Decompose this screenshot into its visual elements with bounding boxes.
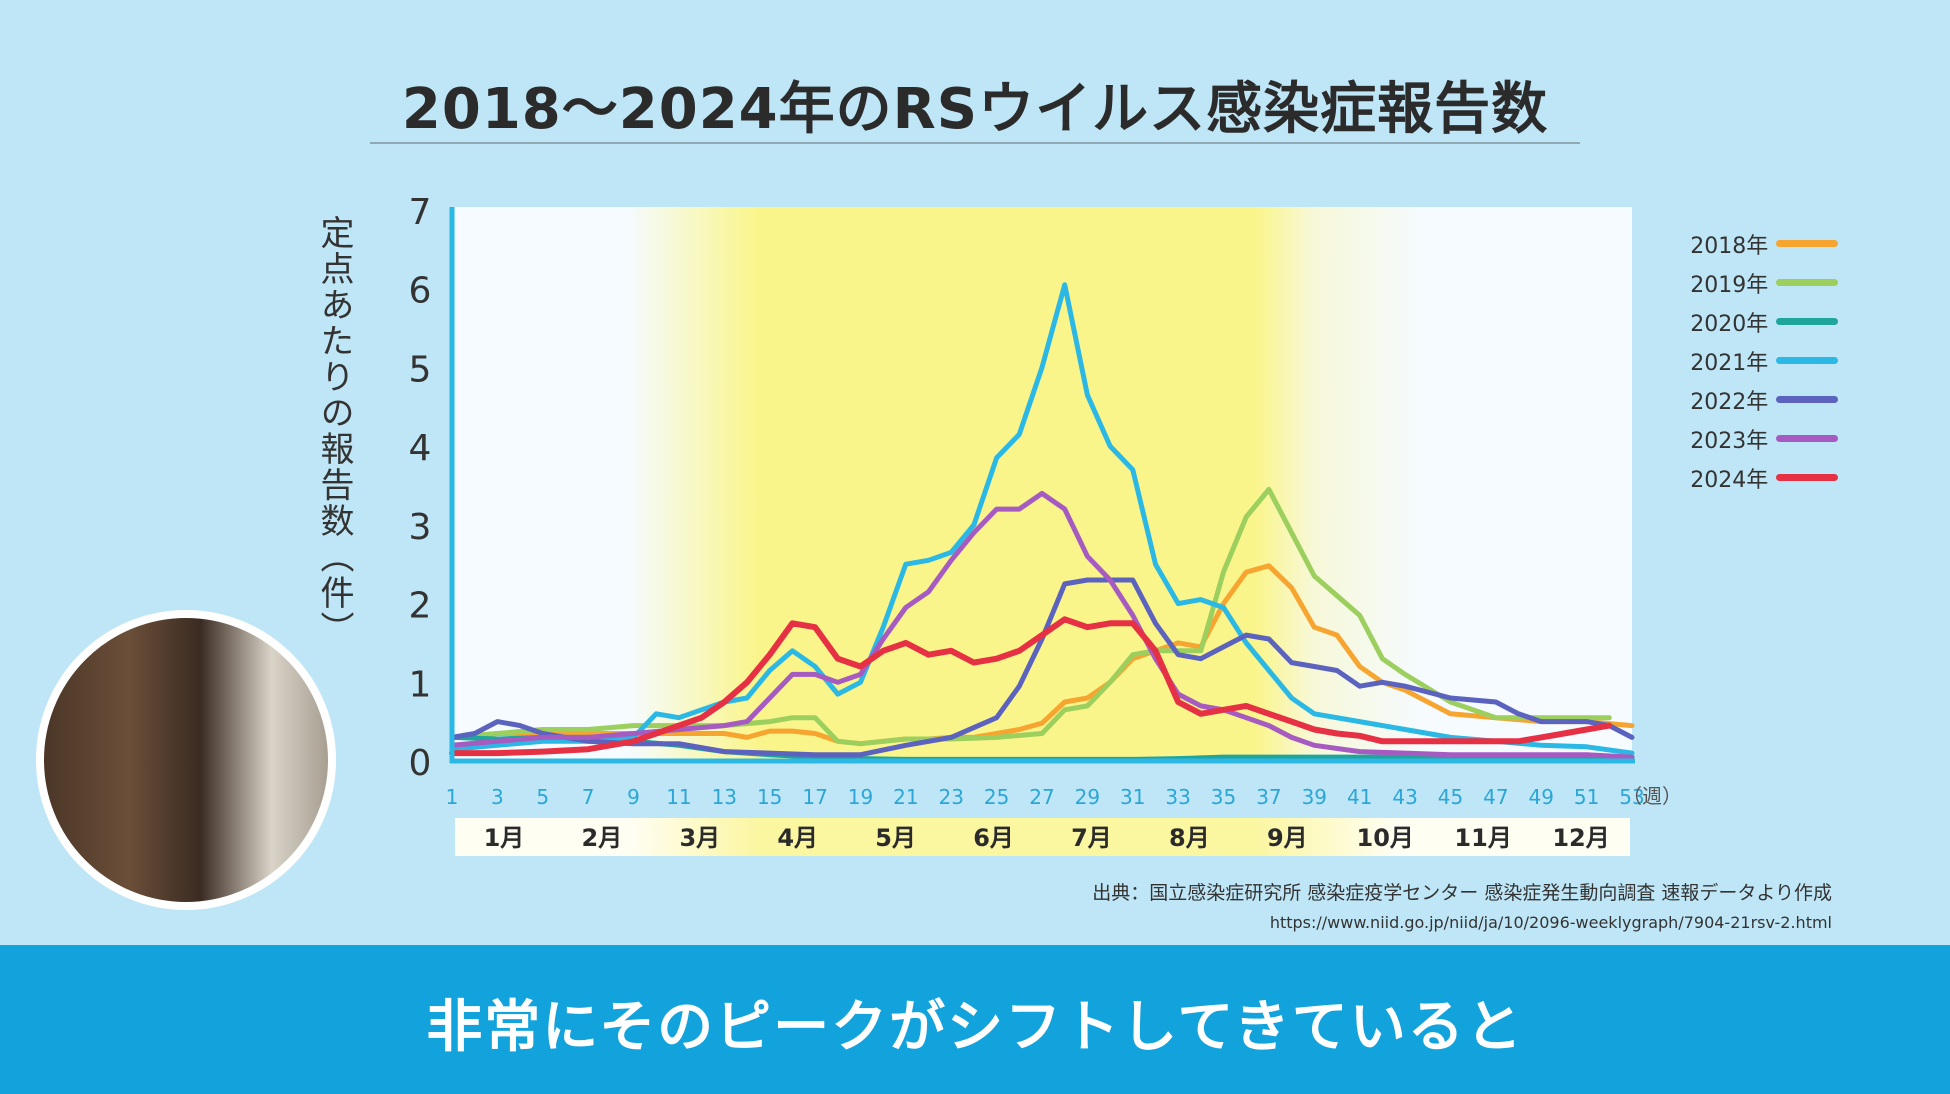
month-label: 6月 bbox=[973, 824, 1014, 852]
x-tick-label: 17 bbox=[802, 785, 827, 809]
x-tick-label: 39 bbox=[1302, 785, 1327, 809]
y-tick-label: 2 bbox=[409, 586, 432, 627]
legend-label: 2022年 bbox=[1690, 389, 1769, 415]
month-band bbox=[455, 818, 1630, 856]
legend-label: 2021年 bbox=[1690, 350, 1769, 376]
legend-label: 2024年 bbox=[1690, 467, 1769, 493]
x-tick-label: 25 bbox=[984, 785, 1009, 809]
month-labels: 1月 2月 3月 4月 5月 6月 7月 8月 9月 10月 11月 12月 bbox=[484, 824, 1610, 852]
source-note: 出典：国立感染症研究所 感染症疫学センター 感染症発生動向調査 速報データより作… bbox=[1092, 878, 1832, 938]
x-tick-label: 41 bbox=[1347, 785, 1372, 809]
legend-label: 2020年 bbox=[1690, 311, 1769, 337]
series-lines bbox=[449, 282, 1635, 762]
plot-area bbox=[452, 207, 1632, 761]
x-tick-label: 27 bbox=[1029, 785, 1054, 809]
x-tick-label: 1 bbox=[446, 785, 459, 809]
x-tick-label: 13 bbox=[712, 785, 737, 809]
legend-label: 2019年 bbox=[1690, 272, 1769, 298]
y-tick-label: 5 bbox=[409, 349, 432, 390]
x-tick-label: 51 bbox=[1574, 785, 1599, 809]
x-tick-labels: 1 3 5 7 9 11 13 15 17 19 21 23 25 27 29 31 33 35 37 39 41 43 4… bbox=[446, 785, 1645, 809]
speaker-video bbox=[36, 610, 336, 910]
legend: 2018年 2019年 2020年 2021年 2022年 2023年 2024年 bbox=[1668, 224, 1838, 497]
month-label: 3月 bbox=[679, 824, 720, 852]
legend-label: 2023年 bbox=[1690, 428, 1769, 454]
legend-item: 2018年 bbox=[1668, 224, 1838, 263]
month-label: 7月 bbox=[1071, 824, 1112, 852]
x-tick-label: 49 bbox=[1529, 785, 1554, 809]
x-tick-label: 33 bbox=[1165, 785, 1190, 809]
legend-swatch bbox=[1776, 357, 1838, 364]
caption-bar bbox=[0, 945, 1950, 1094]
month-label: 4月 bbox=[777, 824, 818, 852]
month-label: 2月 bbox=[582, 824, 623, 852]
series-line bbox=[449, 282, 1635, 756]
x-tick-label: 5 bbox=[536, 785, 549, 809]
month-label: 12月 bbox=[1552, 824, 1609, 852]
legend-swatch bbox=[1776, 279, 1838, 286]
legend-swatch bbox=[1776, 435, 1838, 442]
legend-item: 2022年 bbox=[1668, 380, 1838, 419]
y-tick-label: 1 bbox=[409, 664, 432, 705]
y-tick-label: 0 bbox=[409, 743, 432, 784]
series-line bbox=[449, 577, 1635, 758]
x-tick-label: 37 bbox=[1256, 785, 1281, 809]
series-line bbox=[449, 616, 1613, 757]
month-label: 11月 bbox=[1454, 824, 1511, 852]
month-label: 8月 bbox=[1169, 824, 1210, 852]
x-tick-label: 19 bbox=[848, 785, 873, 809]
source-text: 出典：国立感染症研究所 感染症疫学センター 感染症発生動向調査 速報データより作… bbox=[1092, 882, 1832, 904]
legend-item: 2021年 bbox=[1668, 341, 1838, 380]
x-tick-label: 9 bbox=[627, 785, 640, 809]
caption-text: 非常にそのピークがシフトしてきていると bbox=[426, 995, 1524, 1060]
x-tick-label: 35 bbox=[1211, 785, 1236, 809]
title-underline bbox=[370, 142, 1580, 144]
legend-swatch bbox=[1776, 474, 1838, 481]
series-line bbox=[449, 563, 1635, 747]
y-tick-labels: 0 1 2 3 4 5 6 7 bbox=[409, 192, 432, 784]
x-tick-label: 31 bbox=[1120, 785, 1145, 809]
x-tick-label: 47 bbox=[1483, 785, 1508, 809]
month-label: 9月 bbox=[1267, 824, 1308, 852]
month-label: 1月 bbox=[484, 824, 525, 852]
chart-title: 2018～2024年のRSウイルス感染症報告数 bbox=[401, 77, 1549, 142]
month-label: 5月 bbox=[875, 824, 916, 852]
legend-item: 2020年 bbox=[1668, 302, 1838, 341]
x-tick-label: 3 bbox=[491, 785, 504, 809]
legend-swatch bbox=[1776, 396, 1838, 403]
y-tick-label: 4 bbox=[409, 428, 432, 469]
x-tick-label: 43 bbox=[1392, 785, 1417, 809]
x-tick-label: 53 bbox=[1619, 785, 1644, 809]
x-tick-label: 23 bbox=[939, 785, 964, 809]
x-tick-label: 15 bbox=[757, 785, 782, 809]
source-url: https://www.niid.go.jp/niid/ja/10/2096-w… bbox=[1269, 913, 1832, 932]
x-tick-label: 29 bbox=[1075, 785, 1100, 809]
x-axis-unit: （週） bbox=[1622, 784, 1682, 808]
y-tick-label: 7 bbox=[409, 192, 432, 233]
legend-swatch bbox=[1776, 240, 1838, 247]
legend-item: 2023年 bbox=[1668, 419, 1838, 458]
legend-item: 2019年 bbox=[1668, 263, 1838, 302]
legend-swatch bbox=[1776, 318, 1838, 325]
x-tick-label: 11 bbox=[666, 785, 691, 809]
series-line bbox=[449, 490, 1635, 760]
y-axis-title: 定点あたりの報告数（件） bbox=[314, 215, 354, 647]
x-tick-label: 7 bbox=[582, 785, 595, 809]
y-tick-label: 3 bbox=[409, 507, 432, 548]
month-label: 10月 bbox=[1357, 824, 1414, 852]
y-tick-label: 6 bbox=[409, 271, 432, 312]
x-tick-label: 21 bbox=[893, 785, 918, 809]
legend-label: 2018年 bbox=[1690, 233, 1769, 259]
x-tick-label: 45 bbox=[1438, 785, 1463, 809]
legend-item: 2024年 bbox=[1668, 458, 1838, 497]
